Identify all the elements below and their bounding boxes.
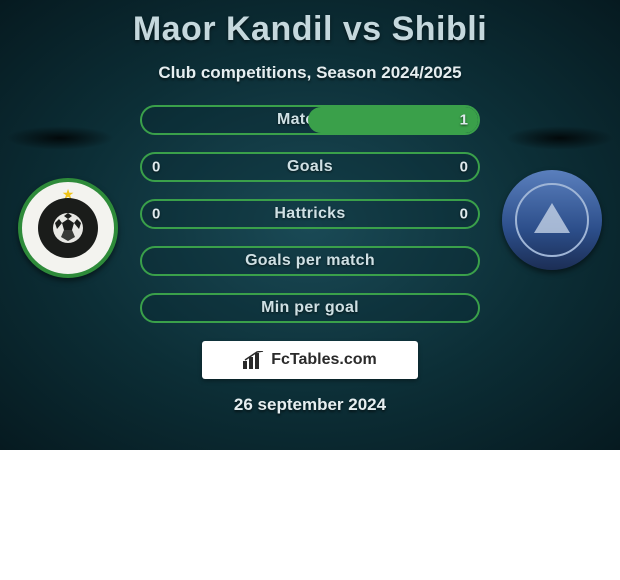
stat-label: Goals per match	[245, 252, 375, 270]
stat-label: Min per goal	[261, 299, 359, 317]
stat-label: Goals	[287, 158, 333, 176]
right-club-badge	[502, 170, 602, 270]
soccer-ball-icon	[51, 211, 85, 245]
stat-right-value: 0	[460, 206, 468, 223]
stat-row: Min per goal	[140, 293, 480, 323]
right-badge-mark	[534, 203, 570, 233]
subtitle: Club competitions, Season 2024/2025	[0, 63, 620, 83]
stat-row: Hattricks 0 0	[140, 199, 480, 229]
bars-icon	[243, 351, 265, 369]
stat-label: Hattricks	[274, 205, 345, 223]
stat-right-value: 1	[460, 112, 468, 129]
stat-left-value: 0	[152, 206, 160, 223]
stat-row: Goals 0 0	[140, 152, 480, 182]
stat-row: Matches1	[140, 105, 480, 135]
bar-fill-right	[308, 107, 478, 133]
stat-right-value: 0	[460, 159, 468, 176]
left-badge-inner	[38, 198, 98, 258]
left-club-badge: ★	[18, 178, 118, 278]
brand-text: FcTables.com	[271, 351, 377, 369]
comparison-card: Maor Kandil vs Shibli Club competitions,…	[0, 0, 620, 450]
brand-link[interactable]: FcTables.com	[202, 341, 418, 379]
left-shadow	[6, 126, 114, 150]
date-text: 26 september 2024	[0, 395, 620, 415]
right-shadow	[506, 126, 614, 150]
page-title: Maor Kandil vs Shibli	[0, 0, 620, 49]
stat-left-value: 0	[152, 159, 160, 176]
stat-row: Goals per match	[140, 246, 480, 276]
